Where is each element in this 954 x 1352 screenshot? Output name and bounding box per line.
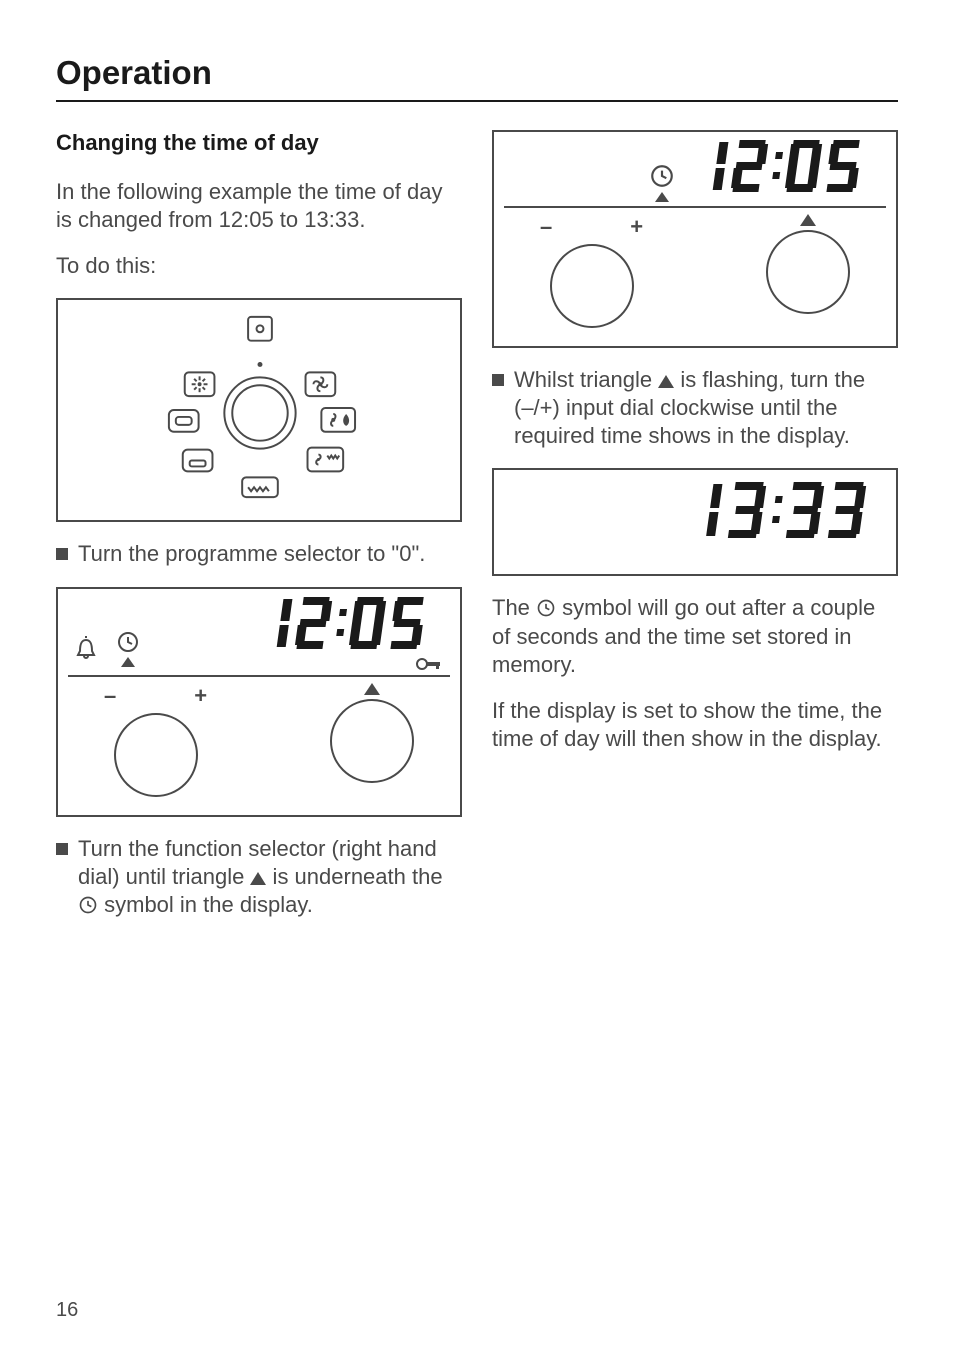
triangle-up-icon	[658, 375, 674, 388]
lcd-right-group	[254, 595, 444, 671]
right-column: –+ Whilst triangle is flashing, turn the…	[492, 130, 898, 919]
selector-triangle-icon	[364, 683, 380, 695]
paragraph-4: The symbol will go out after a couple of…	[492, 594, 898, 678]
page-number: 16	[56, 1299, 78, 1322]
indicator-triangle-icon	[121, 657, 135, 667]
lcd-figure-3	[492, 468, 898, 576]
key-lock-icon	[416, 657, 444, 671]
subheading: Changing the time of day	[56, 130, 462, 156]
step-1-text: Turn the programme selector to "0".	[78, 540, 462, 568]
step-3: Whilst triangle is flashing, turn the (–…	[492, 366, 898, 450]
step-2: Turn the function selector (right hand d…	[56, 835, 462, 919]
dial-row-2: –+	[504, 214, 886, 328]
function-dial	[766, 230, 850, 314]
bullet-square-icon	[492, 374, 504, 386]
lcd-panel-1	[68, 593, 450, 677]
step-1: Turn the programme selector to "0".	[56, 540, 462, 568]
lcd-left-icons	[74, 630, 140, 671]
lcd-panel-2	[504, 136, 886, 208]
minus-plus-label: –+	[104, 683, 207, 709]
lcd-figure-2: –+	[492, 130, 898, 348]
step-3-text: Whilst triangle is flashing, turn the (–…	[514, 366, 898, 450]
bullet-square-icon	[56, 548, 68, 560]
input-dial	[550, 244, 634, 328]
selector-triangle-icon	[800, 214, 816, 226]
function-dial	[330, 699, 414, 783]
programme-selector-svg	[58, 300, 460, 520]
minus-plus-label: –+	[540, 214, 643, 240]
clock-icon	[116, 630, 140, 654]
two-column-layout: Changing the time of day In the followin…	[56, 130, 898, 919]
left-column: Changing the time of day In the followin…	[56, 130, 462, 919]
seven-seg-time-3	[684, 480, 884, 544]
section-title: Operation	[56, 54, 898, 92]
seven-seg-time-1	[254, 595, 444, 653]
triangle-up-icon	[250, 872, 266, 885]
step-2-text: Turn the function selector (right hand d…	[78, 835, 462, 919]
dial-row-1: –+	[68, 683, 450, 797]
divider	[56, 100, 898, 102]
lcd-figure-1: –+	[56, 587, 462, 817]
lcd-center-icon	[649, 163, 675, 204]
clock-icon	[649, 163, 675, 189]
paragraph-5: If the display is set to show the time, …	[492, 697, 898, 753]
bullet-square-icon	[56, 843, 68, 855]
seven-seg-time-2	[690, 138, 880, 196]
bell-icon	[74, 635, 98, 661]
clock-icon	[78, 895, 98, 915]
input-dial	[114, 713, 198, 797]
programme-selector-figure	[56, 298, 462, 522]
to-do-label: To do this:	[56, 252, 462, 280]
indicator-triangle-icon	[655, 192, 669, 202]
intro-paragraph: In the following example the time of day…	[56, 178, 462, 234]
clock-icon	[536, 598, 556, 618]
